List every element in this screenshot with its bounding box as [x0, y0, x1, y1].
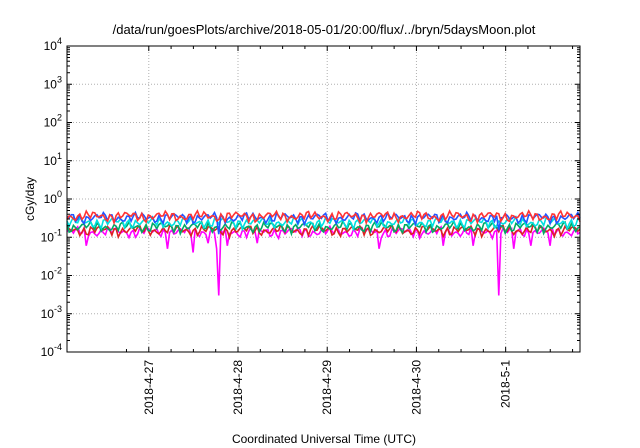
y-tick-base: 10	[44, 39, 58, 53]
grid	[67, 46, 580, 352]
y-tick-label: 10-2	[41, 266, 62, 283]
x-tick-label: 2018-4-28	[231, 360, 245, 415]
x-axis-label: Coordinated Universal Time (UTC)	[232, 432, 416, 446]
y-tick-exponent: -2	[54, 266, 62, 276]
y-tick-exponent: 4	[57, 36, 62, 46]
series-line	[66, 210, 581, 235]
plot-frame	[66, 45, 581, 353]
y-tick-label: 102	[44, 113, 62, 130]
y-tick-base: 10	[44, 192, 58, 206]
y-tick-label: 10-4	[41, 342, 62, 359]
y-tick-exponent: -1	[54, 227, 62, 237]
series-group	[66, 209, 581, 296]
x-axis: 2018-4-27 2018-4-28 2018-4-29 2018-4-30 2018…	[125, 46, 574, 415]
series-line	[66, 209, 581, 226]
y-axis-label: cGy/day	[23, 177, 37, 221]
y-tick-base: 10	[41, 230, 55, 244]
x-tick-label: 2018-4-27	[142, 360, 156, 415]
y-tick-label: 101	[44, 151, 62, 168]
y-tick-base: 10	[44, 77, 58, 91]
chart-title: /data/run/goesPlots/archive/2018-05-01/2…	[113, 22, 536, 37]
y-tick-base: 10	[44, 154, 58, 168]
y-tick-exponent: 1	[57, 151, 62, 161]
y-tick-base: 10	[41, 269, 55, 283]
x-tick-label: 2018-5-1	[499, 360, 513, 408]
y-tick-label: 100	[44, 189, 62, 206]
y-tick-exponent: 2	[57, 113, 62, 123]
y-tick-exponent: 3	[57, 74, 62, 84]
y-tick-exponent: -3	[54, 304, 62, 314]
x-tick-label: 2018-4-30	[409, 360, 423, 415]
y-tick-label: 10-1	[41, 227, 62, 244]
y-tick-base: 10	[41, 345, 55, 359]
series-line	[66, 224, 581, 296]
y-tick-label: 104	[44, 36, 62, 53]
y-tick-base: 10	[41, 307, 55, 321]
y-tick-exponent: 0	[57, 189, 62, 199]
x-tick-label: 2018-4-29	[320, 360, 334, 415]
y-tick-label: 10-3	[41, 304, 62, 321]
y-tick-exponent: -4	[54, 342, 62, 352]
y-tick-label: 103	[44, 74, 62, 91]
y-tick-base: 10	[44, 116, 58, 130]
